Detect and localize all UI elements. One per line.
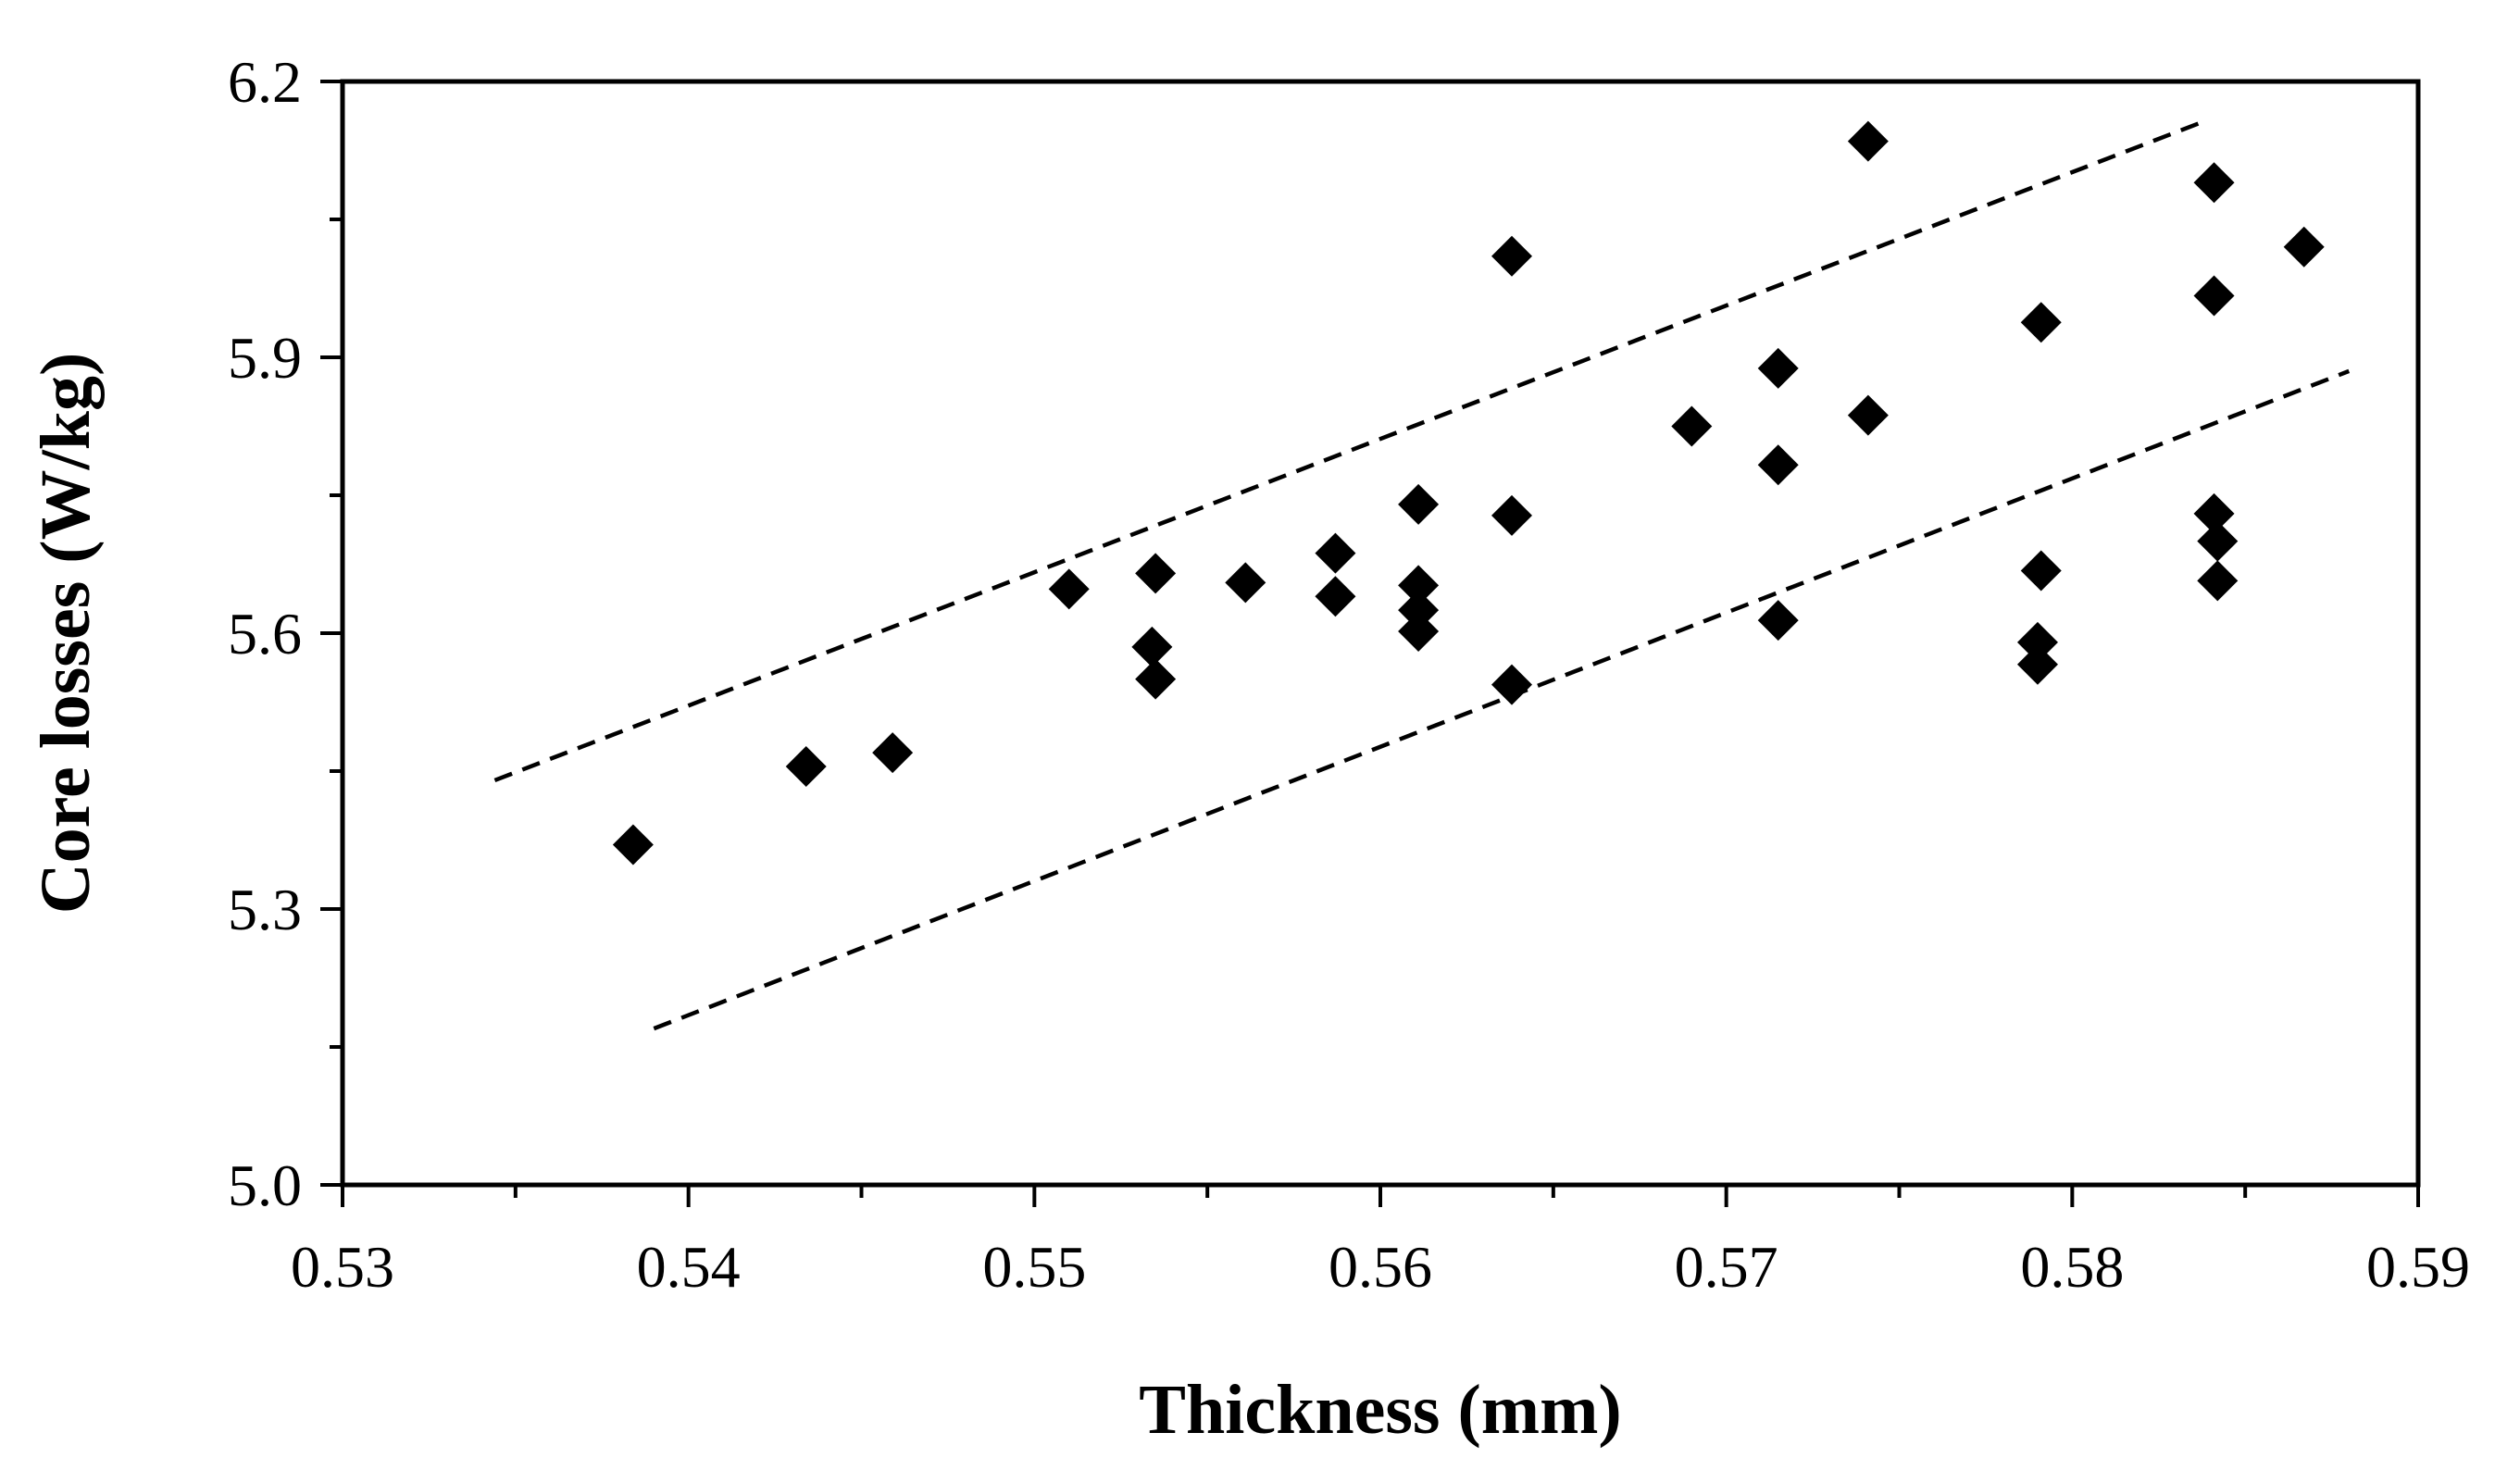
data-point [1048,568,1090,610]
x-tick-label: 0.56 [1329,1234,1432,1300]
x-tick-label: 0.58 [2020,1234,2124,1300]
upper-bound-line [493,120,2202,783]
data-point [1135,553,1177,594]
x-tick-label: 0.55 [982,1234,1086,1300]
data-point [2193,275,2235,317]
data-point [1131,626,1173,667]
data-point [2193,162,2235,204]
data-point [2020,550,2062,592]
data-point [1757,347,1799,389]
data-point [1847,120,1889,162]
data-point [2283,226,2325,268]
data-point [2016,621,2058,663]
x-axis-ticks: 0.53 0.54 0.55 0.56 0.57 0.58 0.59 [291,1185,2470,1300]
bound-lines [493,120,2351,1031]
x-axis-title: Thickness (mm) [1139,1371,1621,1449]
data-point [1135,658,1177,700]
data-point [2197,520,2239,562]
y-tick-label: 5.6 [228,601,302,666]
y-tick-label: 5.0 [228,1152,302,1218]
data-point [1491,664,1532,705]
y-tick-label: 5.9 [228,325,302,391]
data-point [1398,565,1440,606]
y-tick-label: 6.2 [228,49,302,115]
data-point [1491,494,1532,536]
data-point [1671,405,1713,447]
data-point [2016,643,2058,685]
lower-bound-line [653,368,2351,1031]
x-tick-label: 0.59 [2366,1234,2470,1300]
data-point [2193,492,2235,534]
data-point [1398,590,1440,631]
data-points [612,120,2325,866]
data-point [1225,562,1266,604]
data-point [1847,394,1889,436]
data-point [1757,600,1799,642]
data-point [1757,444,1799,486]
data-point [612,824,654,866]
data-point [1315,576,1356,617]
data-point [2020,302,2062,343]
data-point [1315,532,1356,574]
data-point [872,732,914,774]
plot-area-frame [340,79,2421,1188]
x-tick-label: 0.53 [291,1234,394,1300]
data-point [785,746,827,788]
data-point [1398,611,1440,653]
y-tick-label: 5.3 [228,877,302,942]
y-axis-title: Core losses (W/kg) [27,353,105,915]
x-tick-label: 0.57 [1675,1234,1778,1300]
x-tick-label: 0.54 [637,1234,741,1300]
data-point [1491,235,1532,277]
data-point [1398,483,1440,525]
data-point [2197,560,2239,602]
y-axis-ticks: 5.0 5.3 5.6 5.9 6.2 [228,49,343,1218]
